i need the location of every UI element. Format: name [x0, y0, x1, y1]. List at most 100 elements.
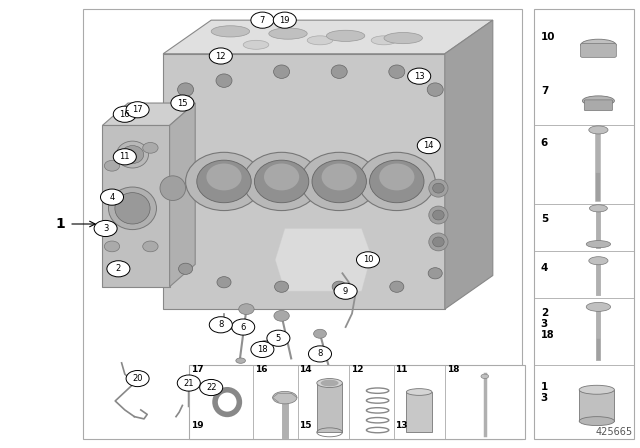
Text: 14: 14 [300, 365, 312, 374]
Text: 18: 18 [541, 330, 554, 340]
Text: 6: 6 [241, 323, 246, 332]
Ellipse shape [275, 281, 289, 293]
Bar [534, 9, 634, 439]
Ellipse shape [217, 277, 231, 288]
Ellipse shape [326, 30, 365, 42]
Ellipse shape [307, 36, 333, 45]
Circle shape [308, 346, 332, 362]
Text: 7: 7 [541, 86, 548, 96]
Ellipse shape [370, 160, 424, 202]
Text: 21: 21 [184, 379, 194, 388]
Circle shape [408, 68, 431, 84]
Text: 4: 4 [541, 263, 548, 273]
Circle shape [171, 95, 194, 111]
Ellipse shape [264, 164, 300, 190]
Ellipse shape [197, 160, 251, 202]
Circle shape [143, 241, 158, 252]
Text: 12: 12 [216, 52, 226, 60]
Text: 8: 8 [218, 320, 223, 329]
Ellipse shape [301, 152, 378, 211]
Bar [83, 9, 522, 439]
Ellipse shape [433, 210, 444, 220]
Ellipse shape [243, 152, 320, 211]
Ellipse shape [429, 179, 448, 197]
Circle shape [417, 138, 440, 154]
Ellipse shape [582, 96, 614, 106]
FancyBboxPatch shape [579, 390, 614, 421]
Ellipse shape [179, 379, 198, 387]
Text: 2: 2 [116, 264, 121, 273]
Circle shape [107, 261, 130, 277]
Circle shape [143, 142, 158, 153]
Circle shape [259, 340, 272, 349]
Ellipse shape [209, 374, 220, 379]
Ellipse shape [160, 176, 186, 201]
Ellipse shape [428, 83, 444, 96]
Polygon shape [163, 20, 493, 54]
Polygon shape [163, 54, 445, 309]
FancyBboxPatch shape [584, 100, 612, 111]
Text: 425665: 425665 [595, 427, 632, 437]
Ellipse shape [360, 253, 376, 262]
Ellipse shape [179, 263, 193, 274]
Ellipse shape [216, 74, 232, 87]
Text: 20: 20 [132, 374, 143, 383]
Ellipse shape [211, 26, 250, 37]
Ellipse shape [186, 152, 262, 211]
Polygon shape [102, 103, 195, 125]
Polygon shape [445, 20, 493, 309]
Ellipse shape [589, 205, 607, 212]
Text: 3: 3 [541, 393, 548, 403]
Ellipse shape [586, 302, 611, 311]
Ellipse shape [429, 233, 448, 251]
Text: 3: 3 [541, 319, 548, 329]
Polygon shape [275, 228, 371, 291]
Text: 12: 12 [351, 365, 364, 374]
Circle shape [209, 317, 232, 333]
Ellipse shape [332, 65, 348, 78]
Ellipse shape [269, 28, 307, 39]
Text: 7: 7 [260, 16, 265, 25]
Ellipse shape [273, 392, 297, 404]
Ellipse shape [589, 257, 608, 265]
Text: 19: 19 [191, 421, 204, 430]
Text: 13: 13 [414, 72, 424, 81]
Text: 18: 18 [257, 345, 268, 354]
Text: 13: 13 [396, 421, 408, 430]
Circle shape [209, 48, 232, 64]
Text: 8: 8 [317, 349, 323, 358]
Ellipse shape [581, 39, 616, 51]
Ellipse shape [358, 152, 435, 211]
Ellipse shape [586, 241, 611, 248]
Ellipse shape [206, 164, 242, 190]
Circle shape [177, 375, 200, 391]
Circle shape [334, 283, 357, 299]
Text: 14: 14 [424, 141, 434, 150]
Text: 10: 10 [541, 32, 556, 42]
Ellipse shape [317, 379, 342, 388]
Circle shape [314, 329, 326, 338]
Text: 4: 4 [109, 193, 115, 202]
Circle shape [267, 330, 290, 346]
Text: 11: 11 [396, 365, 408, 374]
FancyBboxPatch shape [580, 43, 616, 57]
Ellipse shape [390, 281, 404, 293]
Circle shape [200, 379, 223, 396]
Ellipse shape [236, 358, 246, 363]
Text: 10: 10 [363, 255, 373, 264]
Circle shape [94, 220, 117, 237]
Ellipse shape [579, 385, 614, 394]
Text: 6: 6 [541, 138, 548, 147]
Ellipse shape [579, 417, 614, 426]
Ellipse shape [389, 65, 405, 78]
Text: 16: 16 [120, 110, 130, 119]
Text: 11: 11 [120, 152, 130, 161]
Polygon shape [170, 103, 195, 287]
Ellipse shape [589, 126, 608, 134]
Circle shape [104, 241, 120, 252]
Circle shape [113, 149, 136, 165]
Ellipse shape [274, 65, 290, 78]
Ellipse shape [384, 33, 422, 44]
Text: 22: 22 [206, 383, 216, 392]
Circle shape [126, 102, 149, 118]
